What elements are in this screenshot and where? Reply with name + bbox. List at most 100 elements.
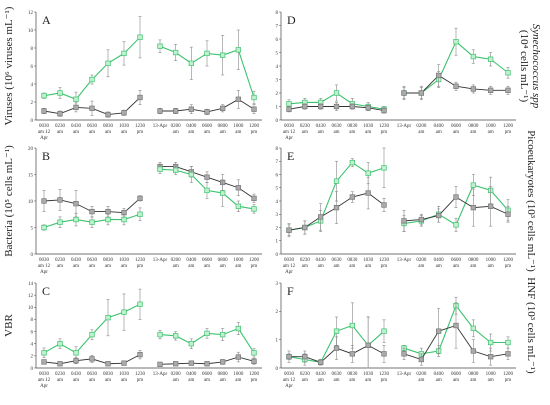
x-tick-label-line: am [235, 378, 241, 383]
panel-letter: D [287, 13, 296, 27]
y-tick-label: 14 [28, 282, 34, 287]
data-point [251, 195, 257, 202]
data-point [89, 208, 95, 215]
x-tick-label-line: am [89, 130, 95, 135]
x-tick-label: 0430 am [316, 258, 327, 269]
y-tick-label: 2 [276, 310, 279, 315]
x-tick-label-line: 0630 [87, 124, 98, 129]
x-tick-label-line: am [188, 130, 194, 135]
x-tick-label-line: am [204, 130, 210, 135]
x-tick-label: 0200 am [416, 124, 427, 135]
data-point [418, 90, 424, 96]
data-point [204, 187, 210, 194]
data-point [470, 325, 476, 331]
data-point [470, 53, 476, 60]
x-tick-label-line: am [235, 130, 241, 135]
data-point [73, 350, 79, 356]
y-tick-label: 6 [276, 38, 279, 43]
x-tick-label: 13-Apr [397, 258, 412, 263]
data-point [105, 111, 111, 118]
x-tick-label: 0630 am [332, 258, 343, 269]
y-tick-label: 0 [31, 253, 34, 258]
y-tick-label: 2 [31, 101, 34, 106]
y-tick-label: 6 [31, 330, 34, 335]
x-tick-label-line: am [57, 264, 63, 269]
x-tick-label-line: 1000 [233, 124, 244, 129]
y-tick-label: 3 [276, 213, 279, 218]
y-tick-label: 7 [276, 160, 279, 165]
data-point [220, 52, 226, 58]
data-point [302, 103, 308, 110]
x-tick-label-line: pm [381, 130, 388, 135]
x-tick-label-line: 1030 [363, 258, 374, 263]
x-tick-label-line: 1000 [486, 258, 497, 263]
data-point [333, 345, 340, 351]
x-tick-label: 0030 am 12 Apr [283, 124, 296, 141]
x-tick-label-line: am [333, 130, 339, 135]
data-point [204, 50, 210, 57]
x-tick-label: 1000 am [486, 258, 497, 269]
y-axis-label-line: (10⁴ cells mL⁻¹) [518, 30, 530, 103]
panel-letter: E [287, 149, 294, 163]
x-tick-label-line: am [436, 378, 442, 383]
x-tick-label-line: 0800 [468, 372, 479, 377]
data-point [505, 70, 511, 76]
data-point [137, 351, 143, 358]
y-tick-label: 1 [276, 105, 279, 110]
x-tick-label: 0400 am [434, 124, 445, 135]
data-point [251, 350, 257, 356]
data-point [318, 359, 324, 365]
y-tick-label: 8 [276, 147, 279, 152]
x-tick-label: 1200 pm [249, 258, 260, 269]
y-axis-label: HNF (10³ cells mL⁻¹) [525, 277, 537, 374]
x-tick-label-line: am [418, 378, 424, 383]
data-point [89, 356, 95, 362]
x-tick-label-line: 0800 [218, 372, 229, 377]
x-tick-label: 1000 am [233, 372, 244, 383]
x-tick-label-line: 0630 [87, 258, 98, 263]
x-tick-label-line: 0400 [186, 124, 197, 129]
x-tick-label-line: am [121, 130, 127, 135]
x-tick-label-line: 0400 [186, 258, 197, 263]
data-point [418, 356, 424, 363]
data-point [204, 109, 210, 115]
x-tick-label: 0200 am [171, 372, 182, 383]
data-point [89, 76, 95, 83]
data-point [453, 83, 459, 89]
x-tick-label-line: 0230 [300, 372, 311, 377]
data-point [204, 174, 210, 180]
x-tick-label-line: am [333, 378, 339, 383]
data-point [157, 331, 163, 338]
data-point [251, 206, 257, 212]
x-tick-label-line: 0830 [347, 372, 358, 377]
x-tick-label-line: 0200 [416, 124, 427, 129]
data-point [349, 322, 355, 329]
x-tick-label-line: 0830 [103, 372, 114, 377]
y-tick-label: 20 [28, 147, 34, 152]
x-tick-label-line: 0600 [202, 372, 213, 377]
data-point [318, 103, 324, 110]
x-tick-label: 0830 am [103, 124, 114, 135]
y-tick-label: 10 [28, 29, 34, 34]
x-tick-label: 0030 am 12 Apr [38, 124, 51, 141]
x-tick-label: 0430 am [71, 258, 82, 269]
y-tick-label: 10 [28, 306, 34, 311]
data-point [220, 190, 226, 196]
data-point [436, 72, 442, 79]
x-tick-label: 0430 am [316, 124, 327, 135]
x-tick-label-line: am [105, 264, 111, 269]
x-tick-label-line: 0400 [186, 372, 197, 377]
x-tick-label: 1230 pm [379, 258, 390, 269]
y-tick-label: 0 [276, 367, 279, 372]
data-point [188, 60, 194, 66]
x-tick-label: 0200 am [416, 372, 427, 383]
x-tick-label-line: 0230 [300, 124, 311, 129]
x-tick-label: 0030 am 12 Apr [283, 372, 296, 389]
data-point [302, 354, 308, 360]
data-point [235, 203, 241, 209]
x-tick-label-line: am 12 [38, 130, 51, 135]
data-point [105, 208, 111, 215]
x-tick-label: 0200 am [171, 124, 182, 135]
data-point [73, 104, 79, 111]
data-point [453, 39, 459, 45]
